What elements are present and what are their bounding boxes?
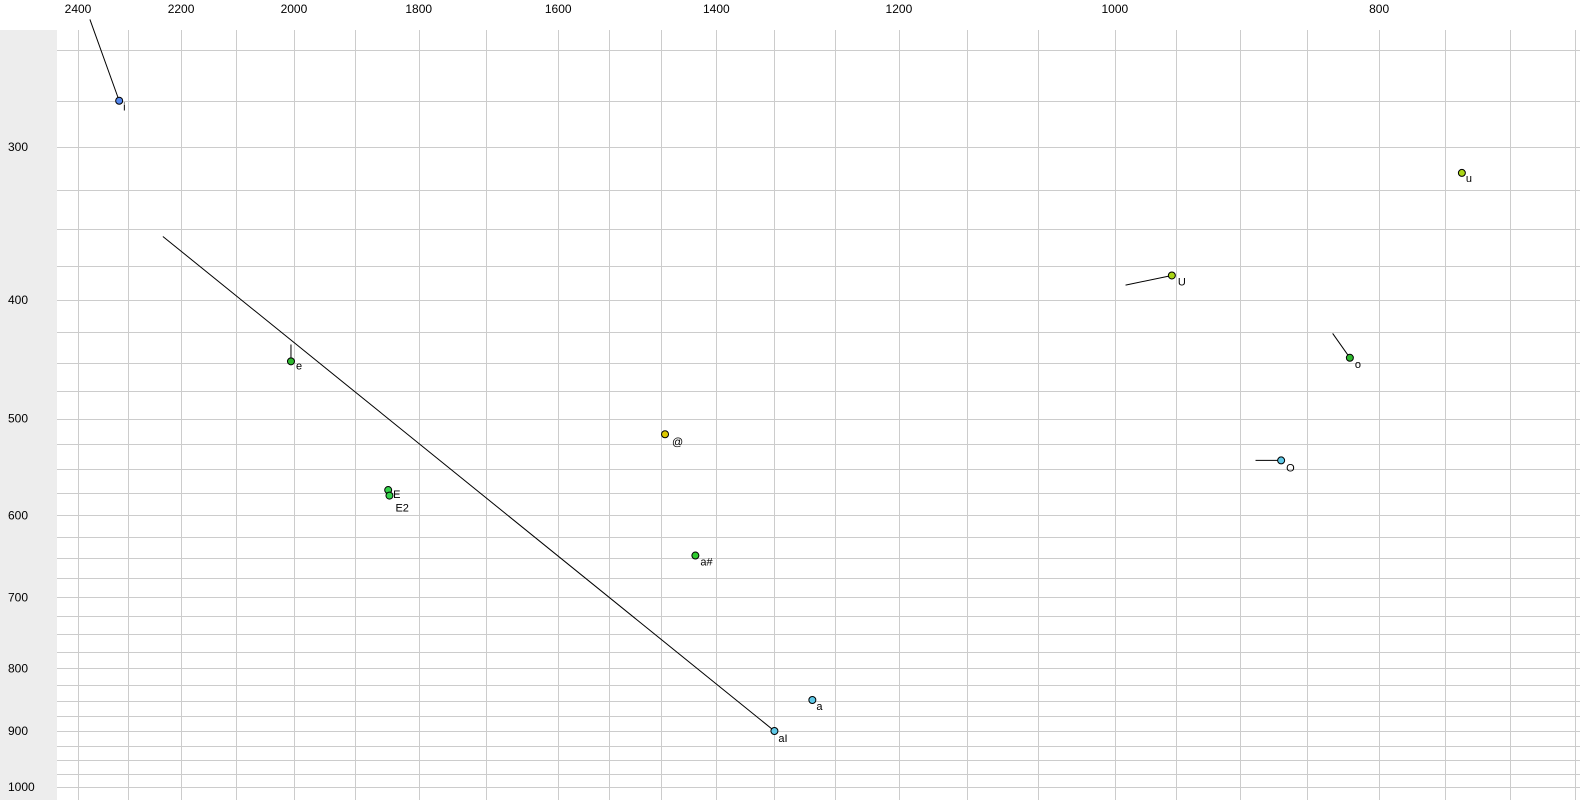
vowel-point-label-u: u bbox=[1466, 173, 1472, 185]
vowel-point-label-a#: a# bbox=[700, 557, 713, 569]
y-tick-label: 800 bbox=[8, 661, 28, 675]
vowel-point-label-aI: aI bbox=[778, 733, 787, 745]
left-margin-band bbox=[0, 30, 57, 800]
vowel-points: i u Uo Oe @ E E2 a# a aI bbox=[115, 96, 1472, 745]
x-tick-label: 1000 bbox=[1101, 2, 1128, 16]
vowel-point-label-E: E bbox=[393, 489, 400, 501]
y-tick-label: 300 bbox=[8, 140, 28, 154]
y-tick-label: 700 bbox=[8, 590, 28, 604]
vowel-point-O[interactable] bbox=[1277, 456, 1286, 465]
y-tick-label: 400 bbox=[8, 293, 28, 307]
y-axis-tick-labels: 300 400 500 600 700 800 900 1000 bbox=[8, 140, 35, 794]
vowel-point-@[interactable] bbox=[661, 430, 670, 439]
y-tick-label: 500 bbox=[8, 412, 28, 426]
vowel-point-label-i: i bbox=[123, 102, 125, 114]
x-tick-label: 2000 bbox=[281, 2, 308, 16]
vowel-point-a#[interactable] bbox=[691, 551, 700, 560]
y-tick-label: 1000 bbox=[8, 780, 35, 794]
vowel-point-label-a: a bbox=[816, 701, 823, 713]
x-tick-label: 1600 bbox=[545, 2, 572, 16]
vowel-point-U[interactable] bbox=[1167, 271, 1176, 280]
x-axis-tick-labels: 2400 2200 2000 1800 1600 1400 1200 1000 800 bbox=[65, 2, 1390, 16]
x-tick-label: 2200 bbox=[168, 2, 195, 16]
x-tick-label: 800 bbox=[1369, 2, 1389, 16]
y-tick-label: 900 bbox=[8, 724, 28, 738]
gridlines bbox=[57, 30, 1580, 800]
vowel-point-label-O: O bbox=[1286, 462, 1295, 474]
x-tick-label: 1400 bbox=[703, 2, 730, 16]
vowel-point-i[interactable] bbox=[115, 96, 124, 105]
trajectory-line-o bbox=[1332, 333, 1351, 359]
trajectory-line-U bbox=[1125, 274, 1172, 286]
vowel-point-label-@: @ bbox=[672, 436, 683, 448]
x-tick-label: 1800 bbox=[405, 2, 432, 16]
vowel-point-a[interactable] bbox=[808, 695, 817, 704]
trajectory-line-i bbox=[89, 19, 120, 101]
vowel-point-o[interactable] bbox=[1345, 353, 1354, 362]
x-tick-label: 2400 bbox=[65, 2, 92, 16]
vowel-point-e[interactable] bbox=[286, 357, 295, 366]
x-tick-label: 1200 bbox=[886, 2, 913, 16]
trajectory-lines bbox=[89, 19, 1351, 732]
y-tick-label: 600 bbox=[8, 508, 28, 522]
trajectory-line-aI bbox=[162, 236, 775, 732]
vowel-point-label-o: o bbox=[1355, 359, 1361, 371]
vowel-point-label-E2: E2 bbox=[395, 503, 408, 515]
vowel-point-u[interactable] bbox=[1457, 168, 1466, 177]
vowel-point-aI[interactable] bbox=[770, 726, 779, 735]
vowel-point-label-e: e bbox=[296, 360, 302, 372]
vowel-point-E2[interactable] bbox=[385, 491, 394, 500]
vowel-point-label-U: U bbox=[1178, 276, 1186, 288]
